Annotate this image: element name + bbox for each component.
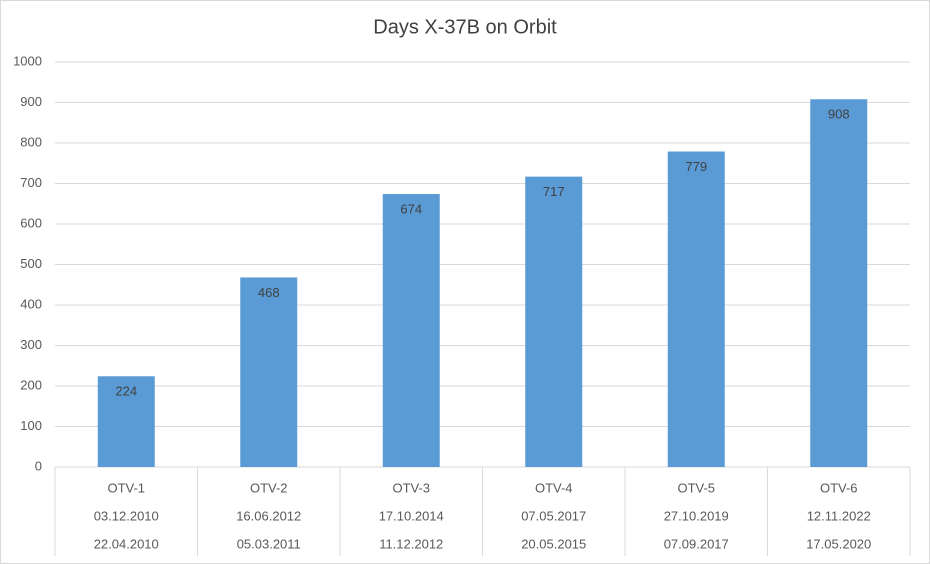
data-label: 674 xyxy=(400,201,422,216)
x-tick-label: OTV-2 xyxy=(250,480,288,495)
x-tick-label: 17.10.2014 xyxy=(379,508,444,523)
x-tick-label: 17.05.2020 xyxy=(806,536,871,551)
x-tick-label: 07.09.2017 xyxy=(664,536,729,551)
y-tick-label: 900 xyxy=(20,94,42,109)
x-tick-label: 16.06.2012 xyxy=(236,508,301,523)
bar xyxy=(525,176,583,468)
x-tick-label: 12.11.2022 xyxy=(807,508,871,523)
y-tick-label: 400 xyxy=(20,296,42,311)
bar xyxy=(382,194,440,467)
y-tick-label: 600 xyxy=(20,215,42,230)
bar xyxy=(240,277,298,467)
bar xyxy=(810,99,868,467)
x-tick-label: OTV-1 xyxy=(107,480,145,495)
y-tick-label: 1000 xyxy=(13,53,42,68)
bar xyxy=(667,151,725,467)
y-tick-label: 700 xyxy=(20,175,42,190)
x-tick-label: 22.04.2010 xyxy=(94,536,159,551)
y-tick-label: 100 xyxy=(20,418,42,433)
bar xyxy=(97,376,155,467)
y-tick-label: 200 xyxy=(20,377,42,392)
data-label: 779 xyxy=(685,159,707,174)
chart-title: Days X-37B on Orbit xyxy=(373,16,557,38)
x-tick-label: OTV-4 xyxy=(535,480,573,495)
x-tick-label: 07.05.2017 xyxy=(521,508,586,523)
data-label: 224 xyxy=(115,384,137,399)
data-label: 908 xyxy=(828,107,850,122)
y-tick-label: 500 xyxy=(20,256,42,271)
x-tick-label: 20.05.2015 xyxy=(521,536,586,551)
y-tick-label: 800 xyxy=(20,134,42,149)
x-tick-label: 05.03.2011 xyxy=(237,536,301,551)
x-tick-label: OTV-3 xyxy=(392,480,430,495)
x-tick-label: OTV-5 xyxy=(677,480,715,495)
x-tick-label: 11.12.2012 xyxy=(379,536,443,551)
y-tick-label: 300 xyxy=(20,337,42,352)
x-tick-label: 03.12.2010 xyxy=(94,508,159,523)
x-tick-label: 27.10.2019 xyxy=(664,508,729,523)
x-tick-label: OTV-6 xyxy=(820,480,858,495)
data-label: 717 xyxy=(543,184,565,199)
data-label: 468 xyxy=(258,285,280,300)
y-tick-label: 0 xyxy=(35,458,42,473)
